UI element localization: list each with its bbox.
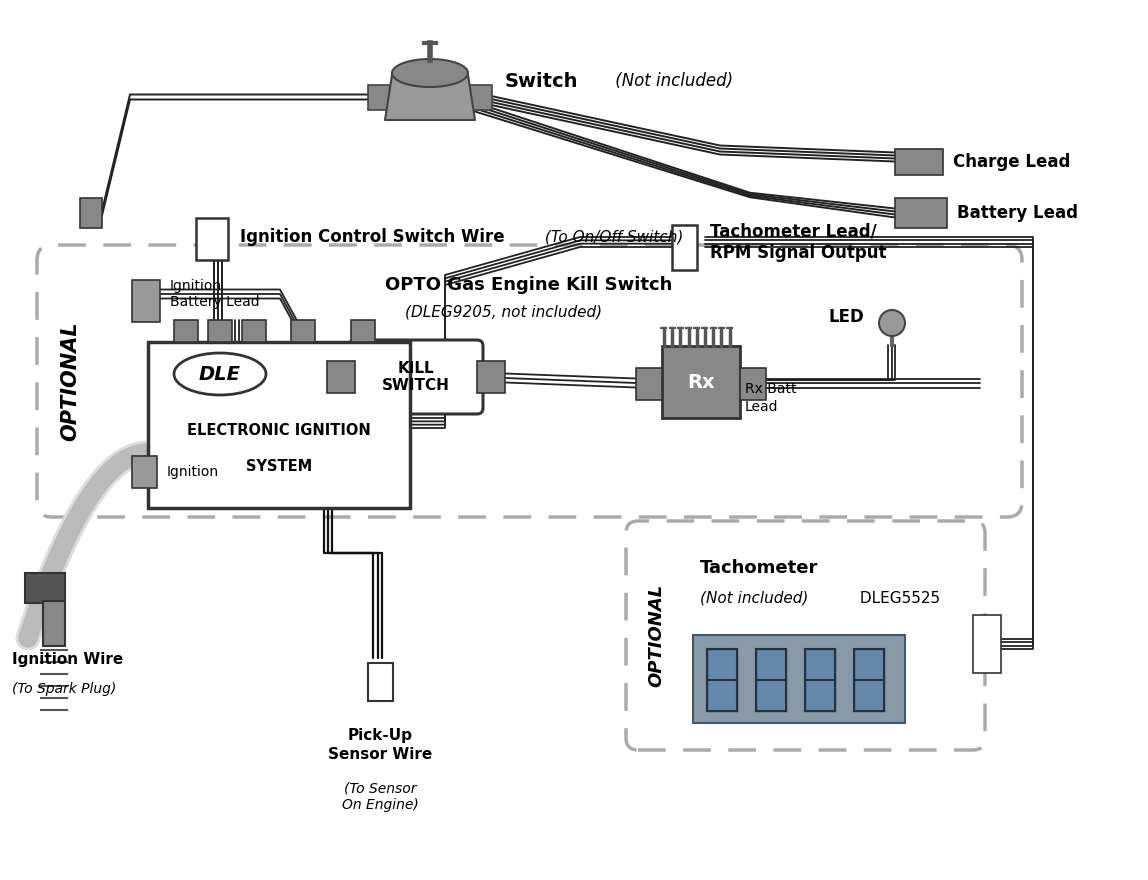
Bar <box>805 649 835 711</box>
Text: (Not included): (Not included) <box>610 72 734 90</box>
Text: KILL
SWITCH: KILL SWITCH <box>382 361 450 393</box>
Bar <box>895 149 943 175</box>
Text: (To On/Off Switch): (To On/Off Switch) <box>540 230 683 245</box>
Text: Rx Batt
Lead: Rx Batt Lead <box>745 382 797 414</box>
Bar <box>974 615 1001 673</box>
Bar <box>174 320 197 342</box>
Bar <box>854 649 884 711</box>
Bar <box>740 368 766 400</box>
FancyBboxPatch shape <box>349 340 483 414</box>
Text: ELECTRONIC IGNITION: ELECTRONIC IGNITION <box>187 422 371 437</box>
Circle shape <box>879 310 905 336</box>
Bar <box>242 320 266 342</box>
Bar <box>290 320 315 342</box>
Bar <box>707 649 737 711</box>
Bar <box>196 218 228 260</box>
Text: LED: LED <box>828 308 864 326</box>
Text: Battery Lead: Battery Lead <box>957 204 1078 222</box>
Bar <box>470 85 492 110</box>
Text: Ignition Wire: Ignition Wire <box>11 652 123 667</box>
Text: Tachometer: Tachometer <box>700 559 819 577</box>
Bar <box>662 346 740 418</box>
Text: OPTIONAL: OPTIONAL <box>647 583 665 687</box>
Text: Ignition
Battery Lead: Ignition Battery Lead <box>170 279 259 309</box>
Bar <box>208 320 232 342</box>
Bar <box>757 649 786 711</box>
Text: (To Spark Plug): (To Spark Plug) <box>11 682 116 696</box>
Text: DLEG5525: DLEG5525 <box>855 590 940 605</box>
Bar <box>693 635 905 723</box>
Bar <box>148 342 410 508</box>
Polygon shape <box>385 75 475 120</box>
Text: DLE: DLE <box>199 364 241 384</box>
Text: SYSTEM: SYSTEM <box>246 458 312 473</box>
Bar <box>132 456 157 488</box>
Bar <box>80 198 102 228</box>
Text: Charge Lead: Charge Lead <box>953 153 1070 171</box>
Bar <box>327 361 355 393</box>
Bar <box>132 280 160 322</box>
Text: Ignition: Ignition <box>166 465 219 479</box>
Text: (Not included): (Not included) <box>700 590 808 605</box>
Text: (To Sensor
On Engine): (To Sensor On Engine) <box>342 781 418 812</box>
Bar <box>369 663 393 701</box>
Text: Rx: Rx <box>688 372 715 392</box>
Bar <box>42 601 65 646</box>
Bar <box>895 198 947 228</box>
Text: OPTO Gas Engine Kill Switch: OPTO Gas Engine Kill Switch <box>385 276 673 294</box>
Bar <box>636 368 662 400</box>
Text: (DLEG9205, not included): (DLEG9205, not included) <box>405 304 602 319</box>
Ellipse shape <box>391 59 468 87</box>
Text: Ignition Control Switch Wire: Ignition Control Switch Wire <box>240 228 505 246</box>
Text: Switch: Switch <box>505 71 579 91</box>
Bar <box>351 320 375 342</box>
Text: Tachometer Lead/
RPM Signal Output: Tachometer Lead/ RPM Signal Output <box>709 222 886 262</box>
Bar <box>672 225 697 270</box>
Bar <box>369 85 390 110</box>
Bar <box>478 361 505 393</box>
Text: OPTIONAL: OPTIONAL <box>60 321 80 441</box>
Bar <box>25 573 65 603</box>
Ellipse shape <box>174 353 266 395</box>
Text: Pick-Up
Sensor Wire: Pick-Up Sensor Wire <box>328 728 432 761</box>
